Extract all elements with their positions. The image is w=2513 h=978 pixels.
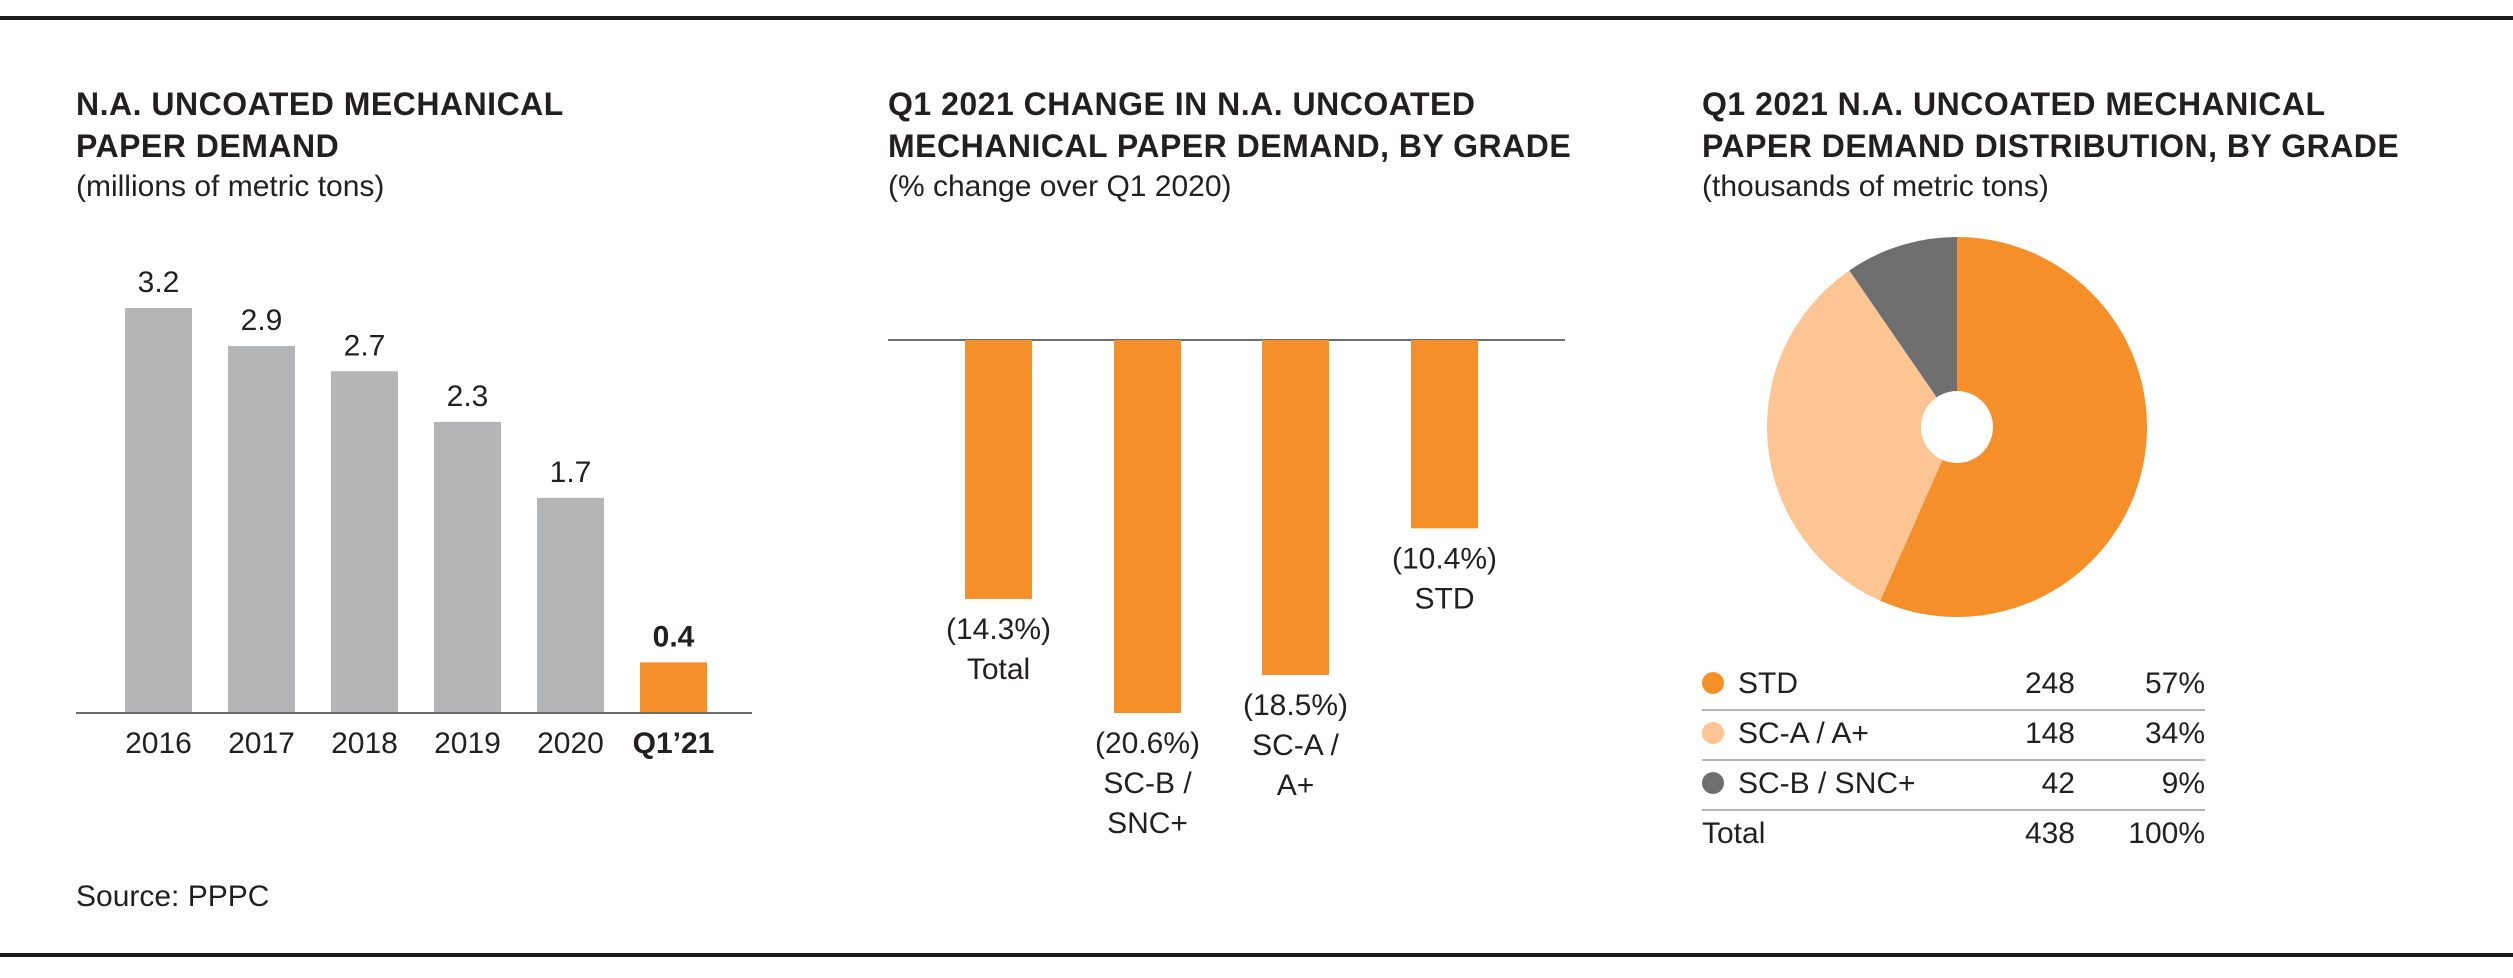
chart1-subtitle: (millions of metric tons)	[76, 170, 385, 203]
legend-total-label: Total	[1702, 817, 1765, 850]
legend-marker-2	[1702, 772, 1724, 794]
change-label-0-1: Total	[967, 653, 1030, 686]
chart2-title: Q1 2021 CHANGE IN N.A. UNCOATED MECHANIC…	[888, 86, 1572, 164]
change-label-0-0: (14.3%)	[946, 613, 1051, 646]
legend-name-1: SC-A / A+	[1738, 717, 1869, 750]
bar-4	[537, 497, 604, 713]
legend-pct-0: 57%	[2145, 667, 2205, 700]
bar-value-label-0: 3.2	[138, 266, 180, 299]
bottom-rule	[0, 953, 2513, 957]
legend-total-value: 438	[2025, 817, 2075, 850]
change-label-2-1: SC-A /	[1252, 729, 1339, 762]
change-bar-3	[1411, 340, 1478, 529]
pie-slice-2	[1849, 237, 1957, 427]
x-tick-label-3: 2019	[434, 727, 501, 760]
x-tick-label-0: 2016	[125, 727, 192, 760]
chart3-pie-chart: STD 248 57% SC-A / A+ 148 34% SC-B / SNC+ 42 9% T…	[1702, 237, 2205, 850]
x-tick-label-5: Q1’21	[633, 727, 715, 760]
source-note: Source: PPPC	[76, 880, 270, 913]
legend-pct-1: 34%	[2145, 717, 2205, 750]
legend-value-0: 248	[2025, 667, 2075, 700]
bar-1	[228, 345, 295, 713]
legend-marker-0	[1702, 672, 1724, 694]
bar-value-label-1: 2.9	[241, 304, 283, 337]
bar-value-label-5: 0.4	[653, 620, 695, 653]
change-bar-2	[1262, 340, 1329, 675]
pie-slice-0	[1880, 237, 2147, 617]
legend-value-1: 148	[2025, 717, 2075, 750]
legend-total-pct: 100%	[2128, 817, 2205, 850]
bar-value-label-2: 2.7	[344, 329, 386, 362]
pie-slice-1	[1767, 270, 1957, 601]
change-label-3-1: STD	[1415, 582, 1475, 615]
legend-marker-1	[1702, 722, 1724, 744]
top-rule	[0, 16, 2513, 20]
chart3-title: Q1 2021 N.A. UNCOATED MECHANICAL PAPER D…	[1702, 86, 2400, 164]
bar-2	[331, 371, 398, 713]
chart1-title: N.A. UNCOATED MECHANICAL PAPER DEMAND	[76, 86, 564, 164]
bar-0	[125, 308, 192, 713]
x-tick-label-1: 2017	[228, 727, 295, 760]
change-bar-0	[965, 340, 1032, 599]
bar-3	[434, 421, 501, 713]
chart2-bar-chart: (14.3%) Total (20.6%) SC-B / SNC+ (18.5%) SC-A…	[888, 339, 1565, 840]
legend-name-0: STD	[1738, 667, 1798, 700]
change-label-1-0: (20.6%)	[1095, 727, 1200, 760]
change-label-1-1: SC-B /	[1103, 767, 1192, 800]
chart2-subtitle: (% change over Q1 2020)	[888, 170, 1232, 203]
change-bar-1	[1114, 340, 1181, 713]
change-label-2-2: A+	[1277, 769, 1315, 802]
bar-value-label-3: 2.3	[447, 380, 489, 413]
change-label-3-0: (10.4%)	[1392, 542, 1497, 575]
x-tick-label-2: 2018	[331, 727, 398, 760]
bar-5	[640, 662, 707, 713]
chart1-bar-chart: 3.2 2016 2.9 2017 2.7 2018 2.3 2019 1.7 2020 0.4 Q1…	[76, 266, 752, 760]
bar-value-label-4: 1.7	[550, 456, 592, 489]
change-label-1-2: SNC+	[1107, 807, 1188, 840]
change-label-2-0: (18.5%)	[1243, 689, 1348, 722]
chart3-subtitle: (thousands of metric tons)	[1702, 170, 2049, 203]
legend-pct-2: 9%	[2162, 767, 2205, 800]
donut-hole	[1921, 391, 1993, 463]
x-tick-label-4: 2020	[537, 727, 604, 760]
legend-name-2: SC-B / SNC+	[1738, 767, 1916, 800]
legend-value-2: 42	[2042, 767, 2075, 800]
